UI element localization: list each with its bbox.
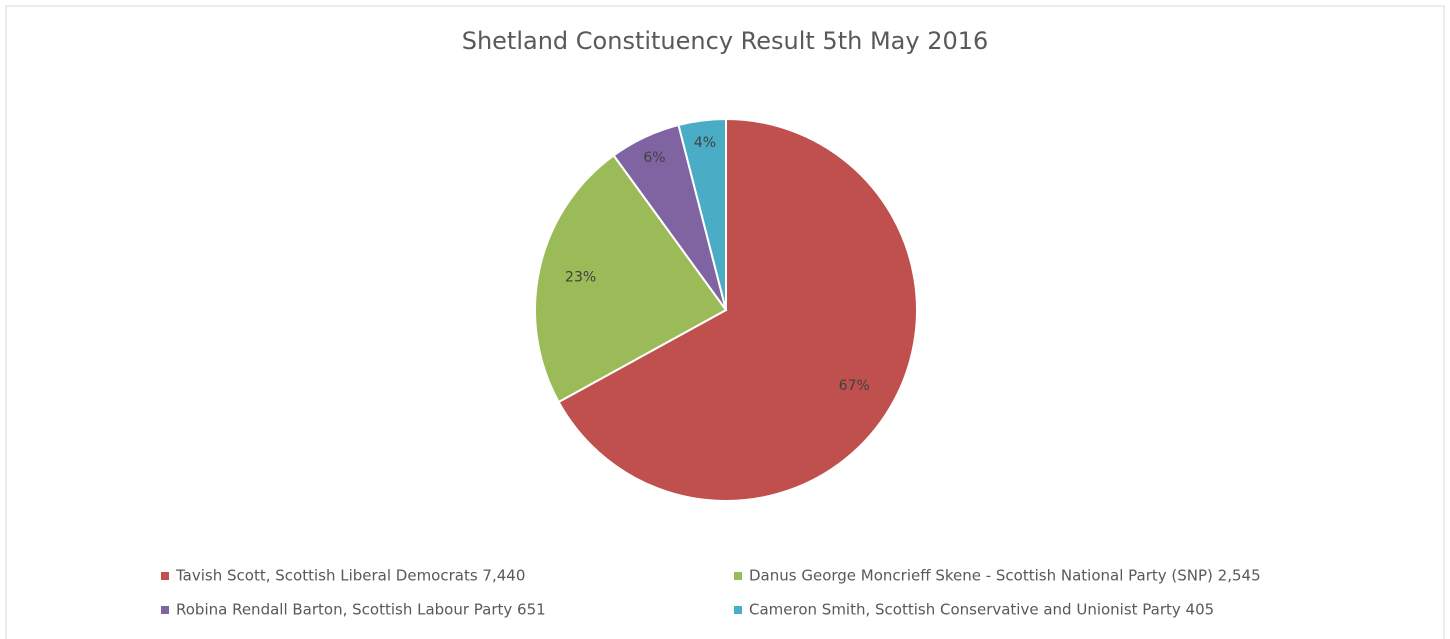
pie-slice — [557, 117, 918, 502]
data-label: 6% — [643, 150, 665, 166]
pie-slice — [677, 117, 727, 311]
legend-marker — [734, 572, 742, 580]
chart-title: Shetland Constituency Result 5th May 201… — [462, 27, 989, 55]
data-label: 67% — [839, 378, 870, 394]
legend-label: Danus George Moncrieff Skene - Scottish … — [749, 567, 1261, 585]
pie-slice — [534, 154, 728, 404]
legend-marker — [161, 606, 169, 614]
data-label: 23% — [565, 270, 596, 286]
legend-marker — [161, 572, 169, 580]
legend-marker — [734, 606, 742, 614]
data-label: 4% — [694, 135, 716, 151]
legend-label: Robina Rendall Barton, Scottish Labour P… — [176, 601, 546, 619]
legend-label: Cameron Smith, Scottish Conservative and… — [749, 601, 1214, 619]
legend-label: Tavish Scott, Scottish Liberal Democrats… — [175, 567, 525, 585]
